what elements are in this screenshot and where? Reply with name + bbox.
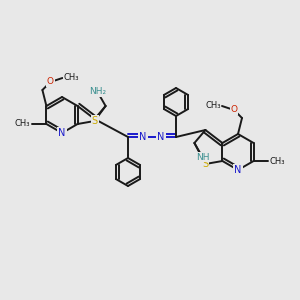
Text: S: S [92,116,98,126]
Text: N: N [157,132,165,142]
Text: CH₃: CH₃ [206,101,221,110]
Text: N: N [58,128,66,138]
Text: O: O [230,106,238,115]
Text: S: S [202,159,208,169]
Text: N: N [139,132,147,142]
Text: O: O [47,77,54,86]
Text: NH₂: NH₂ [89,88,106,97]
Text: N: N [234,165,242,175]
Text: CH₃: CH₃ [15,119,30,128]
Text: CH₃: CH₃ [63,74,79,82]
Text: CH₃: CH₃ [270,157,285,166]
Text: NH: NH [196,152,209,161]
